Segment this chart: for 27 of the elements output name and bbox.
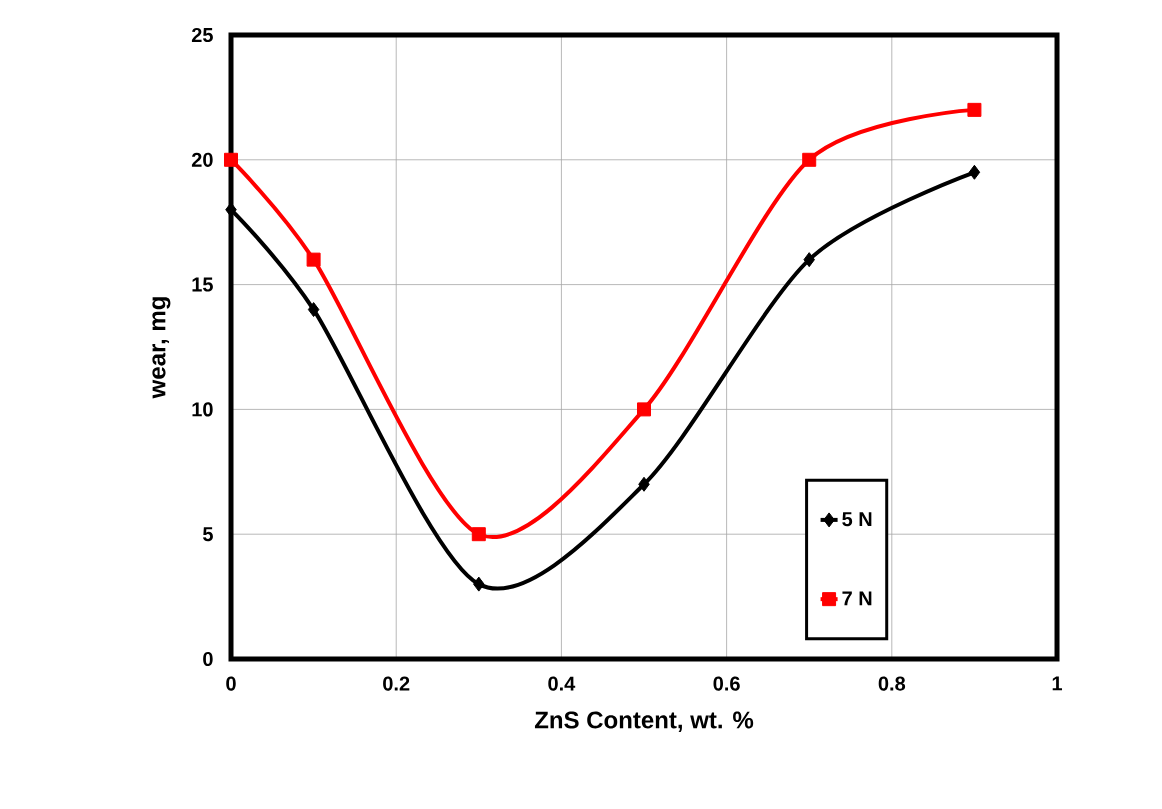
y-tick-label: 5 xyxy=(202,527,213,542)
point xyxy=(803,252,815,268)
point xyxy=(471,527,486,542)
point xyxy=(638,476,650,492)
point xyxy=(802,152,817,167)
y-tick-label: 15 xyxy=(192,277,213,292)
y-tick-label: 20 xyxy=(191,152,213,167)
y-tick-label: 25 xyxy=(191,27,213,43)
legend-label: 5 N xyxy=(842,512,872,527)
point xyxy=(306,252,321,267)
point xyxy=(967,102,982,117)
x-axis-title: ZnS Content, wt. % xyxy=(534,711,754,732)
point xyxy=(307,302,320,318)
x-tick-label: 0.6 xyxy=(713,676,740,691)
y-tick-label: 10 xyxy=(192,402,213,417)
y-axis-title: wear, mg xyxy=(152,297,171,399)
x-tick-label: 0 xyxy=(226,676,236,691)
y-tick-label: 0 xyxy=(203,651,213,667)
point xyxy=(473,576,485,592)
x-tick-label: 0.4 xyxy=(548,676,576,691)
x-tick-label: 0.2 xyxy=(383,676,410,691)
x-tick-label: 0.8 xyxy=(878,676,906,691)
legend-label: 7 N xyxy=(842,591,872,606)
x-tick-label: 1 xyxy=(1052,676,1063,691)
point xyxy=(224,152,238,167)
point xyxy=(968,164,981,180)
point xyxy=(637,402,652,417)
